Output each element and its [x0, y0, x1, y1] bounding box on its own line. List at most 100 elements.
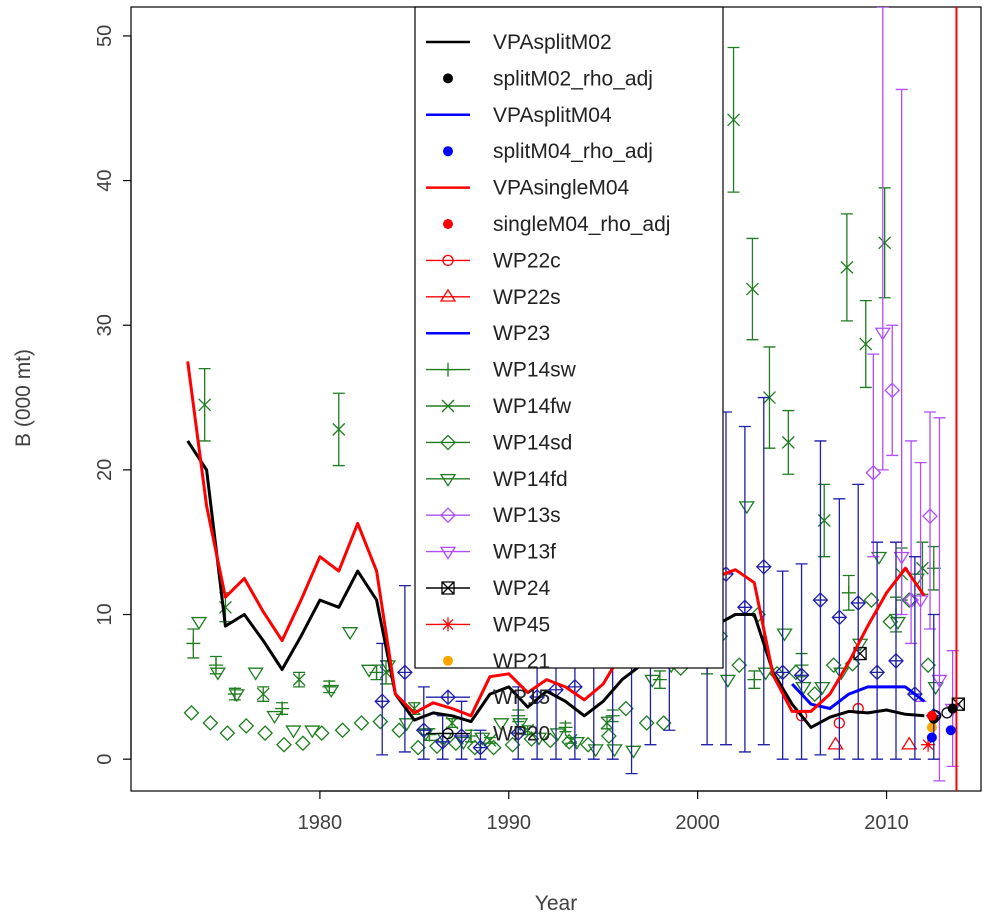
- wp14fd-point: [606, 744, 623, 758]
- legend-label: WP24: [493, 577, 551, 600]
- y-tick-label: 10: [94, 603, 116, 625]
- wp14fw-point: [292, 673, 306, 687]
- wp14fw-point: [445, 716, 459, 730]
- wp14fd-point: [493, 718, 510, 732]
- wp14sw-point: [209, 658, 223, 673]
- legend-label: WP45: [493, 613, 550, 636]
- wp14fd-point: [209, 667, 227, 681]
- legend-label: WP13s: [493, 504, 561, 527]
- legend-label: VPAsplitM04: [493, 104, 612, 127]
- legend-label: WP13f: [493, 541, 556, 564]
- legend-swatch-dot: [443, 655, 453, 666]
- legend-swatch-marker: [440, 507, 456, 524]
- wp14sw-point: [652, 672, 667, 687]
- wp15-error-bar: [852, 483, 865, 760]
- wp22s-point: [901, 736, 918, 750]
- wp14sd-point: [901, 592, 918, 608]
- legend-label: WP14sd: [493, 431, 572, 454]
- wp13f-point: [893, 551, 910, 565]
- wp13s-error-bar: [867, 353, 880, 558]
- wp13s-point: [903, 592, 920, 608]
- wp14fw-point: [332, 422, 346, 436]
- wp14sd-point: [617, 700, 634, 717]
- wp15-point: [415, 722, 432, 739]
- point-splitm02_rho_adj: [947, 703, 958, 714]
- wp22s-point: [827, 736, 844, 750]
- legend-entry-wp14fd: WP14fd: [426, 468, 568, 491]
- wp14fd-point: [228, 689, 245, 703]
- wp15-point: [888, 652, 904, 669]
- wp14fd-point: [776, 628, 793, 642]
- series-wp45: [921, 737, 936, 752]
- wp14fw-point: [915, 561, 929, 575]
- wp14sw-point: [186, 636, 201, 651]
- wp14fd-point: [587, 744, 604, 758]
- legend-label: WP15: [493, 686, 550, 709]
- wp14fd-point: [814, 682, 831, 696]
- y-tick-label: 50: [94, 25, 116, 47]
- wp13f-error-bar: [895, 88, 908, 616]
- wp14sw-point: [926, 561, 941, 576]
- line-vpasplitm04: [791, 682, 926, 710]
- wp14fd-point: [719, 674, 737, 688]
- legend-entry-vpasplitm04: VPAsplitM04: [426, 104, 612, 127]
- wp14fd-point: [266, 710, 283, 725]
- wp14sw-point: [841, 585, 856, 600]
- legend-entry-wp24: WP24: [426, 577, 551, 600]
- legend: VPAsplitM02 splitM02_rho_adj VPAsplitM04 sp…: [414, 6, 724, 746]
- legend-label: WP21: [493, 650, 550, 673]
- wp14fw-point: [483, 733, 497, 747]
- wp14sd-point: [334, 722, 351, 739]
- point-splitm04_rho_adj: [926, 732, 937, 743]
- wp14fd-point: [530, 732, 548, 746]
- wp14fd-point: [511, 718, 529, 732]
- wp14fw-point: [781, 435, 795, 449]
- legend-entry-wp22c: WP22c: [426, 249, 561, 272]
- series-wp24: [853, 646, 965, 711]
- wp13f-point: [912, 595, 929, 609]
- legend-label: VPAsingleM04: [493, 177, 630, 200]
- legend-swatch-dot: [443, 146, 453, 157]
- wp14sd-point: [276, 736, 292, 753]
- wp15-point: [374, 693, 391, 710]
- legend-label: WP23: [493, 322, 550, 345]
- wp14fd-point: [738, 501, 755, 515]
- wp14fd-point: [455, 736, 472, 751]
- legend-label: splitM02_rho_adj: [493, 67, 653, 90]
- wp15-point: [434, 733, 451, 750]
- wp15-point: [869, 664, 886, 681]
- legend-entry-wp13s: WP13s: [426, 504, 561, 527]
- legend-entry-wp21: WP21: [443, 650, 550, 673]
- wp14sd-point: [391, 722, 408, 739]
- wp14sd-point: [882, 613, 899, 630]
- wp45-point: [921, 737, 936, 752]
- legend-label: splitM04_rho_adj: [493, 140, 653, 163]
- wp14fd-point: [568, 736, 585, 751]
- wp14sw-point: [558, 720, 573, 735]
- y-tick-label: 0: [94, 754, 116, 765]
- wp13s-error-bar: [886, 324, 899, 457]
- wp14fd-point: [549, 728, 567, 742]
- wp15-error-bar: [908, 556, 921, 760]
- wp14sd-point: [655, 715, 672, 731]
- wp14fd-point: [323, 684, 340, 698]
- legend-entry-wp13f: WP13f: [426, 541, 556, 564]
- y-tick-label: 20: [94, 459, 116, 481]
- series-wp13s: [865, 324, 938, 645]
- wp14fw-point: [256, 687, 270, 701]
- legend-label: WP22s: [493, 286, 561, 309]
- series-wp22s: [827, 736, 918, 750]
- wp14sd-point: [504, 736, 521, 753]
- wp14fd-point: [341, 627, 359, 641]
- point-splitm04_rho_adj: [945, 725, 956, 736]
- line-vpasinglem04: [186, 361, 926, 718]
- wp14fd-point: [474, 732, 491, 746]
- wp13s-point: [884, 382, 901, 399]
- wp15-point: [850, 595, 867, 611]
- wp14fd-point: [285, 725, 302, 739]
- x-tick-label: 2000: [675, 812, 720, 834]
- legend-entry-wp20: WP20: [426, 723, 550, 746]
- wp15-error-bar: [871, 541, 884, 760]
- legend-entry-wp22s: WP22s: [426, 286, 561, 309]
